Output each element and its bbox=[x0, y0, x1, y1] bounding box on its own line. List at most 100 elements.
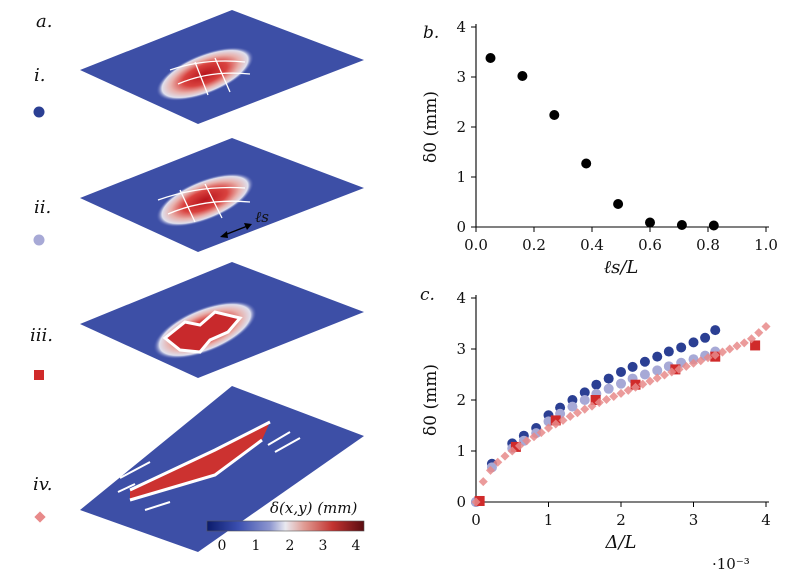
row-label-iv: iv. bbox=[33, 474, 53, 495]
chart-c-point-iii bbox=[750, 340, 761, 351]
surface-plate-iv bbox=[80, 386, 364, 552]
chart-b: b. 0.0 0.2 0.4 0.6 0.8 1.0 0 1 2 3 4 ℓs/L δ0 (mm) bbox=[421, 18, 778, 278]
chart-b-point--0-vs-s-l bbox=[581, 158, 592, 169]
chart-b-x-label: ℓs/L bbox=[604, 257, 639, 278]
chart-c-point-iv bbox=[580, 404, 590, 414]
chart-c-point-ii bbox=[567, 401, 578, 412]
row-label-ii: ii. bbox=[34, 197, 51, 218]
marker-iv bbox=[34, 511, 46, 523]
chart-c-y-tick-label: 2 bbox=[456, 391, 466, 409]
chart-c-point-ii bbox=[616, 378, 626, 389]
chart-c-point-i bbox=[579, 387, 590, 398]
chart-c-point-iv bbox=[558, 415, 568, 425]
chart-c-y-tick-label: 3 bbox=[456, 340, 466, 358]
surface-plate-iii bbox=[80, 262, 364, 378]
chart-c-point-i bbox=[700, 332, 711, 343]
chart-b-point--0-vs-s-l bbox=[613, 199, 624, 209]
marker-iii bbox=[34, 370, 44, 380]
chart-c-y-label: δ0 (mm) bbox=[421, 364, 441, 436]
marker-i bbox=[33, 106, 45, 118]
chart-c-point-iv bbox=[594, 398, 604, 408]
chart-c-point-i bbox=[710, 325, 721, 336]
chart-c-point-ii bbox=[603, 383, 614, 394]
colorbar-tick-4: 4 bbox=[352, 538, 361, 554]
panel-c-label: c. bbox=[420, 285, 435, 305]
chart-c-point-ii bbox=[652, 365, 663, 376]
chart-c-point-iii bbox=[474, 495, 485, 506]
chart-c-point-i bbox=[688, 337, 699, 348]
chart-b-x-tick-label: 0.6 bbox=[638, 236, 662, 254]
chart-b-x-tick-label: 0.4 bbox=[580, 236, 604, 254]
chart-c-point-ii bbox=[579, 395, 590, 405]
chart-c-point-i bbox=[663, 346, 674, 357]
chart-b-y-tick-label: 4 bbox=[456, 18, 466, 36]
chart-c-point-iv bbox=[674, 364, 684, 374]
chart-c-point-iii bbox=[590, 395, 601, 405]
colorbar-tick-1: 1 bbox=[252, 538, 261, 554]
colorbar-tick-3: 3 bbox=[319, 538, 328, 554]
chart-c-point-iv bbox=[522, 436, 532, 446]
chart-b-point--0-vs-s-l bbox=[549, 110, 560, 120]
chart-c-point-iv bbox=[710, 350, 720, 360]
chart-b-y-tick-label: 1 bbox=[456, 168, 466, 186]
ls-annotation: ℓs bbox=[255, 208, 269, 226]
chart-b-x-tick-label: 1.0 bbox=[754, 236, 778, 254]
chart-b-y-label: δ0 (mm) bbox=[421, 91, 441, 163]
chart-c-x-tick-label: 4 bbox=[761, 511, 771, 529]
colorbar-tick-2: 2 bbox=[286, 538, 295, 554]
colorbar-gradient bbox=[206, 520, 365, 532]
marker-ii bbox=[33, 234, 45, 246]
surface-plate-i bbox=[80, 10, 364, 124]
chart-c-y-tick-label: 0 bbox=[456, 493, 466, 511]
chart-c-y-tick-label: 4 bbox=[456, 289, 466, 307]
chart-c-point-iv bbox=[754, 328, 764, 338]
chart-b-y-tick-label: 2 bbox=[456, 118, 466, 136]
chart-c-x-label: Δ/L bbox=[604, 532, 636, 553]
x-exponent: ·10⁻³ bbox=[712, 555, 750, 573]
row-label-iii: iii. bbox=[30, 325, 53, 346]
chart-c-x-tick-label: 1 bbox=[544, 511, 554, 529]
chart-b-point--0-vs-s-l bbox=[676, 220, 687, 230]
chart-c-point-i bbox=[639, 356, 650, 367]
chart-c-point-iv bbox=[609, 391, 619, 401]
chart-c-point-i bbox=[627, 361, 638, 372]
chart-c-point-iv bbox=[616, 388, 626, 398]
panel-b-label: b. bbox=[423, 23, 439, 43]
chart-c: c. ·10⁻³ 0 1 2 3 4 0 1 2 3 4 Δ/L δ0 (mm) bbox=[420, 285, 771, 573]
chart-b-y-tick-label: 3 bbox=[456, 68, 466, 86]
panel-a: a. i. ℓs ii. iii. bbox=[30, 10, 365, 554]
colorbar: δ(x,y) (mm) 0 1 2 3 4 bbox=[206, 499, 365, 554]
colorbar-label: δ(x,y) (mm) bbox=[270, 499, 358, 517]
chart-c-point-i bbox=[652, 351, 663, 362]
chart-b-y-tick-label: 0 bbox=[456, 218, 466, 236]
chart-b-point--0-vs-s-l bbox=[517, 71, 528, 81]
chart-c-point-i bbox=[616, 366, 626, 377]
row-label-i: i. bbox=[34, 65, 45, 86]
chart-c-point-iv bbox=[478, 477, 488, 487]
chart-c-x-tick-label: 0 bbox=[471, 511, 481, 529]
chart-b-x-tick-label: 0.2 bbox=[522, 236, 546, 254]
chart-c-point-i bbox=[591, 379, 602, 390]
chart-c-point-iv bbox=[746, 334, 757, 344]
chart-c-point-iv bbox=[681, 361, 691, 371]
chart-c-point-iii bbox=[510, 441, 521, 452]
chart-c-point-iv bbox=[601, 394, 612, 405]
chart-c-point-i bbox=[603, 373, 614, 384]
chart-c-point-iv bbox=[587, 401, 597, 411]
surface-plate-ii bbox=[80, 138, 364, 252]
chart-c-point-iv bbox=[500, 451, 510, 461]
chart-c-point-iv bbox=[543, 423, 554, 433]
colorbar-tick-0: 0 bbox=[218, 538, 227, 554]
chart-b-point--0-vs-s-l bbox=[708, 220, 719, 231]
chart-c-point-ii bbox=[639, 369, 650, 380]
chart-c-point-iv bbox=[514, 441, 525, 451]
chart-b-x-tick-label: 0.8 bbox=[696, 236, 720, 254]
chart-b-point--0-vs-s-l bbox=[485, 53, 496, 63]
chart-c-point-iv bbox=[761, 322, 771, 332]
chart-c-point-i bbox=[676, 342, 687, 353]
chart-c-y-tick-label: 1 bbox=[456, 442, 466, 460]
panel-a-label: a. bbox=[36, 11, 52, 32]
chart-c-x-tick-label: 2 bbox=[616, 511, 626, 529]
chart-c-x-tick-label: 3 bbox=[689, 511, 699, 529]
